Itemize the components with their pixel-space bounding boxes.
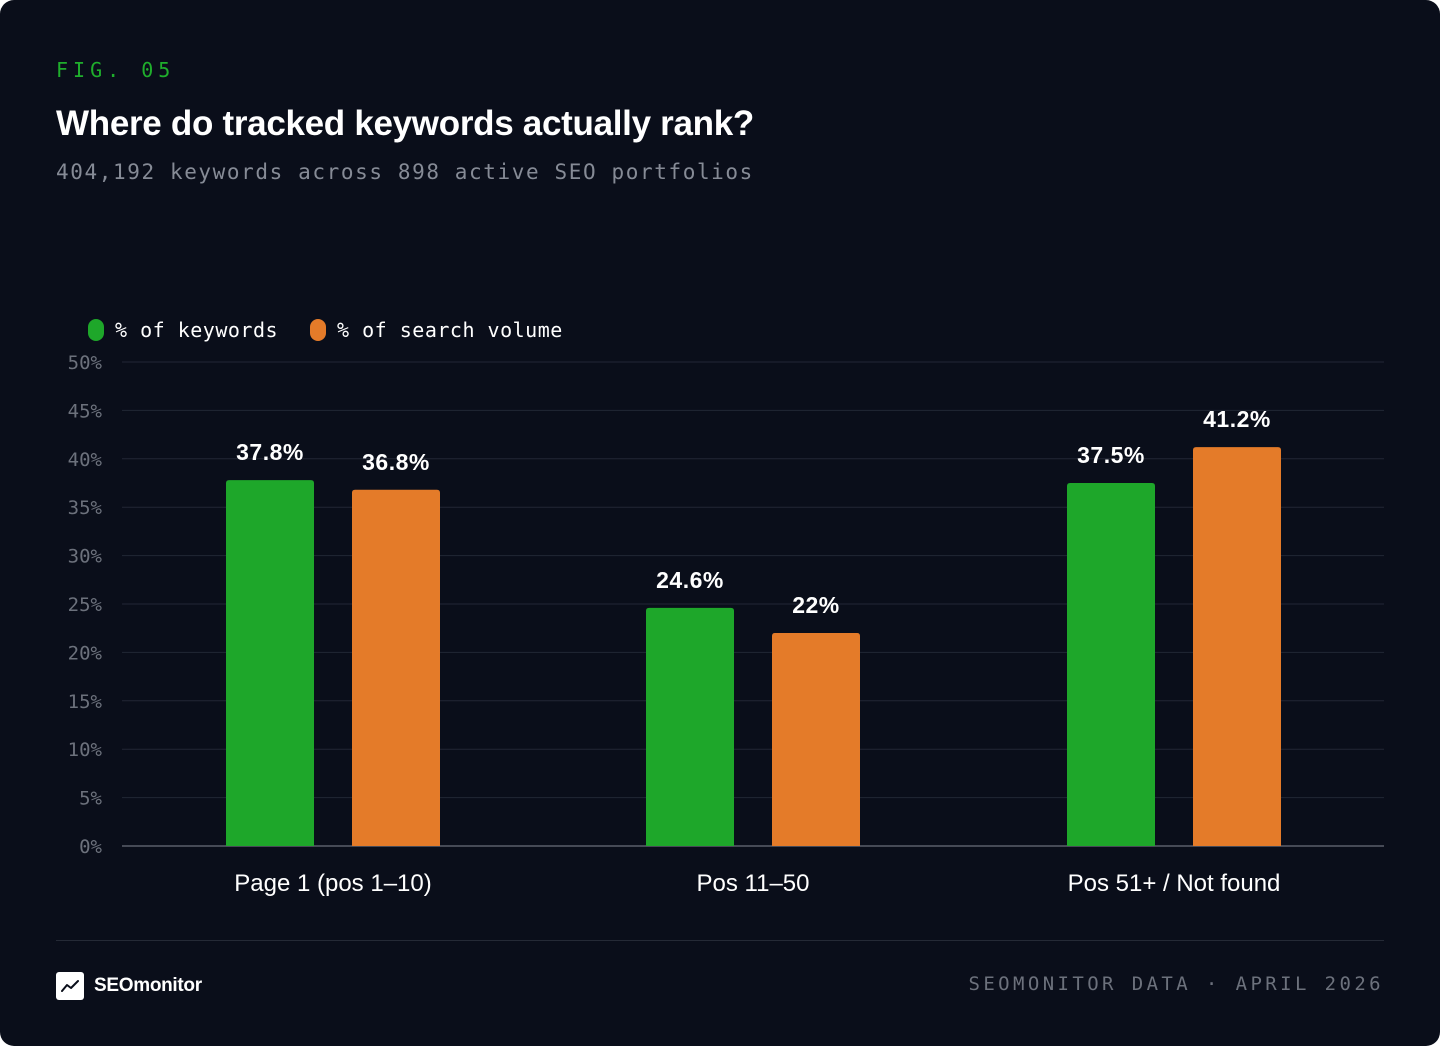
y-tick-label: 0% xyxy=(79,836,102,858)
legend-swatch-volume xyxy=(310,319,327,341)
bar-volume xyxy=(772,633,860,846)
y-tick-label: 50% xyxy=(68,352,103,374)
data-label: 36.8% xyxy=(362,449,430,475)
bar-keywords xyxy=(646,607,734,846)
y-tick-label: 15% xyxy=(68,691,103,713)
data-label: 22% xyxy=(792,592,840,618)
y-tick-label: 5% xyxy=(79,788,102,810)
data-label: 37.8% xyxy=(236,439,304,465)
legend-label-keywords: % of keywords xyxy=(115,318,279,342)
x-tick-label: Page 1 (pos 1–10) xyxy=(234,870,431,897)
y-tick-label: 45% xyxy=(68,400,103,422)
x-tick-label: Pos 11–50 xyxy=(697,870,810,897)
figure-label: FIG. 05 xyxy=(56,58,176,82)
bar-keywords xyxy=(1067,483,1155,846)
chart-title: Where do tracked keywords actually rank? xyxy=(56,104,754,143)
chart-subtitle: 404,192 keywords across 898 active SEO p… xyxy=(56,160,754,184)
source-credit: SEOMONITOR DATA · APRIL 2026 xyxy=(968,973,1384,995)
brand-name: SEOmonitor xyxy=(94,975,202,996)
bar-volume xyxy=(1193,447,1281,846)
legend-label-volume: % of search volume xyxy=(337,318,563,342)
y-tick-label: 25% xyxy=(68,594,103,616)
legend-swatch-keywords xyxy=(88,319,104,341)
x-tick-label: Pos 51+ / Not found xyxy=(1068,870,1281,897)
legend-item-keywords: % of keywords xyxy=(88,318,278,342)
y-tick-label: 30% xyxy=(68,546,103,568)
brand: SEOmonitor xyxy=(56,972,202,1000)
bar-keywords xyxy=(226,480,314,846)
data-label: 41.2% xyxy=(1203,406,1271,432)
data-label: 37.5% xyxy=(1077,442,1145,468)
data-label: 24.6% xyxy=(656,567,724,593)
y-tick-label: 20% xyxy=(68,642,103,664)
y-tick-label: 35% xyxy=(68,497,103,519)
y-tick-label: 10% xyxy=(68,739,103,761)
legend-item-volume: % of search volume xyxy=(310,318,563,342)
bar-volume xyxy=(352,489,440,846)
chart-legend: % of keywords % of search volume xyxy=(88,318,595,342)
trend-line-icon xyxy=(56,972,84,1000)
footer-divider xyxy=(56,940,1384,941)
y-tick-label: 40% xyxy=(68,449,103,471)
